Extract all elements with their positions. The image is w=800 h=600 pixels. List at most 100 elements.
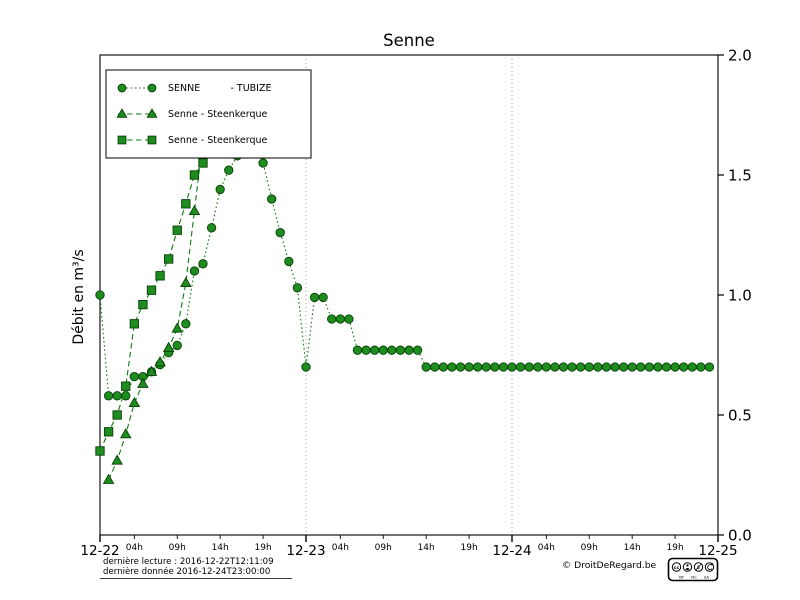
- copyright-text[interactable]: © DroitDeRegard.be: [562, 560, 657, 571]
- circle-marker: [172, 340, 182, 351]
- legend-label: Senne - Steenkerque: [168, 135, 267, 146]
- triangle-marker: [116, 108, 128, 118]
- circle-marker: [481, 362, 491, 372]
- circle-marker: [601, 362, 612, 372]
- circle-marker: [567, 362, 577, 372]
- circle-marker: [455, 362, 466, 372]
- circle-marker: [404, 345, 414, 355]
- cc-icon: cc: [671, 562, 682, 572]
- y-tick-label: 0.0: [728, 527, 752, 545]
- triangle-marker: [137, 377, 149, 388]
- circle-marker: [679, 362, 689, 372]
- by-icon: [682, 562, 693, 572]
- y-tick-label: 2.0: [728, 47, 752, 65]
- circle-marker: [352, 345, 363, 355]
- square-marker: [146, 285, 157, 295]
- x-major-tick-label: 12-23: [286, 543, 325, 559]
- circle-marker: [507, 362, 517, 372]
- axes-ticks-layer: 0.0 0.5 1.0 1.5 2.0 12-22 12-23 12-24 12-25 04h 09…: [80, 47, 751, 560]
- series-line-senne-steenkerque-triangles: [108, 138, 204, 481]
- triangle-marker: [146, 108, 158, 118]
- circle-marker: [524, 362, 534, 372]
- circle-marker: [378, 345, 388, 355]
- square-marker: [138, 299, 148, 310]
- circle-marker: [618, 362, 629, 372]
- legend-label: SENNE - TUBIZE: [168, 83, 271, 94]
- x-major-tick-label: 12-22: [80, 543, 119, 559]
- circle-marker: [661, 362, 672, 372]
- x-minor-tick-label: 19h: [255, 543, 272, 553]
- cc-icon-label: cc: [674, 566, 680, 571]
- footer-last-data: dernière donnée 2016-12-24T23:00:00: [103, 566, 270, 577]
- x-minor-tick-label: 14h: [624, 543, 641, 553]
- circle-marker: [653, 362, 663, 372]
- circle-marker: [189, 266, 200, 276]
- circle-marker: [335, 314, 345, 324]
- x-minor-tick-label: 19h: [667, 543, 684, 553]
- x-major-tick-label: 12-25: [698, 543, 737, 559]
- circle-marker: [181, 319, 191, 329]
- license-text-sa: SA: [704, 575, 710, 580]
- legend-label: Senne - Steenkerque: [168, 109, 267, 120]
- circle-marker: [121, 391, 131, 401]
- triangle-marker: [188, 204, 201, 216]
- legend-entry-senne-tubize: SENNE - TUBIZE: [117, 83, 271, 94]
- square-marker: [172, 225, 182, 235]
- circle-marker: [292, 283, 303, 293]
- triangle-marker: [180, 276, 192, 288]
- circle-marker: [387, 345, 397, 355]
- circle-marker: [447, 362, 457, 372]
- triangle-marker: [171, 322, 184, 333]
- triangle-marker: [145, 365, 158, 376]
- legend-entry-senne-steenkerque-squares: Senne - Steenkerque: [117, 135, 267, 146]
- circle-marker: [696, 362, 706, 372]
- square-marker: [164, 254, 174, 264]
- circle-marker: [344, 314, 354, 324]
- y-tick-label: 1.5: [728, 167, 752, 185]
- cc-badge-frame: [667, 557, 719, 582]
- circle-marker: [198, 259, 208, 269]
- triangle-marker: [119, 428, 132, 439]
- circle-marker: [550, 362, 560, 372]
- circle-marker: [576, 362, 586, 372]
- square-marker: [103, 427, 114, 437]
- circle-marker: [327, 314, 337, 324]
- nc-icon: $: [693, 562, 704, 572]
- circle-marker: [361, 345, 371, 355]
- circle-marker: [464, 362, 474, 372]
- circle-marker: [215, 184, 225, 195]
- square-marker: [189, 170, 200, 180]
- circle-marker: [275, 227, 285, 238]
- triangle-marker: [162, 341, 175, 352]
- circle-marker: [421, 362, 431, 372]
- circle-marker: [267, 194, 277, 204]
- sa-icon: [704, 562, 715, 572]
- circle-marker: [558, 362, 569, 372]
- circle-marker: [498, 362, 509, 372]
- circle-marker: [541, 362, 551, 372]
- circle-marker: [395, 345, 406, 355]
- circle-marker: [644, 362, 654, 372]
- license-text-by: BY: [679, 575, 684, 580]
- square-marker: [129, 319, 139, 329]
- circle-marker: [627, 362, 637, 372]
- circle-marker: [704, 362, 715, 372]
- triangle-marker: [111, 454, 123, 465]
- x-minor-tick-label: 14h: [418, 543, 435, 553]
- circle-marker: [490, 362, 500, 372]
- circle-marker: [515, 362, 526, 372]
- x-minor-tick-label: 04h: [332, 543, 349, 553]
- circle-marker: [430, 362, 440, 372]
- data-series-layer: [95, 132, 715, 484]
- x-minor-tick-label: 19h: [461, 543, 478, 553]
- cc-license-badge[interactable]: cc $ BY NC SA: [667, 557, 719, 582]
- circle-marker: [129, 371, 139, 382]
- y-axis-label: Débit en m³/s: [71, 249, 87, 344]
- circle-marker: [224, 165, 234, 175]
- circle-marker: [610, 362, 620, 372]
- circle-marker: [117, 83, 127, 93]
- license-text-nc: NC: [691, 575, 697, 580]
- circle-marker: [318, 292, 328, 303]
- circle-marker: [258, 158, 268, 168]
